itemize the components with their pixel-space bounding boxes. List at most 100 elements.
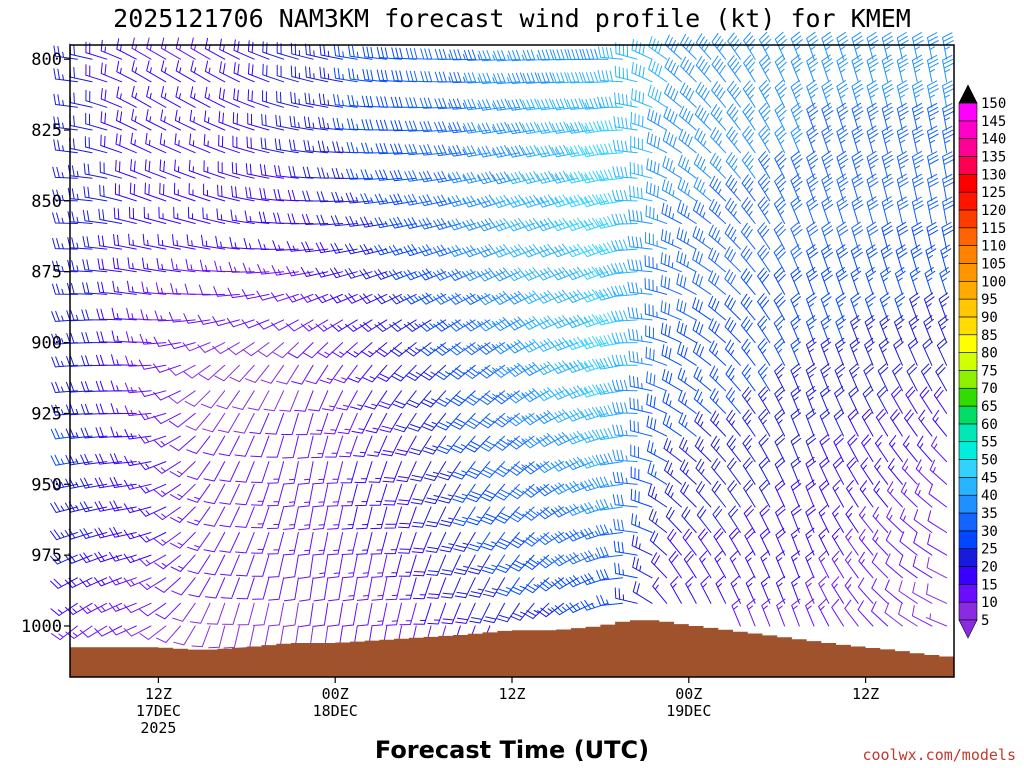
colorbar-swatch (958, 334, 978, 353)
wind-barb (668, 551, 682, 579)
wind-barb (880, 267, 891, 295)
wind-barb (464, 390, 491, 406)
wind-barb (441, 602, 461, 625)
wind-barb (649, 530, 668, 556)
wind-barb (896, 125, 909, 154)
wind-barb (819, 408, 831, 437)
wind-barb (175, 60, 196, 83)
wind-barb (340, 461, 358, 484)
wind-barb (174, 159, 196, 179)
wind-barb (141, 281, 167, 295)
wind-barb (595, 312, 623, 326)
wind-barb (742, 80, 756, 108)
wind-barb (69, 114, 93, 131)
wind-barb (790, 125, 803, 154)
wind-barb (206, 602, 226, 625)
wind-barb (536, 361, 565, 375)
wind-barb (857, 600, 874, 627)
wind-barb (761, 598, 771, 627)
wind-barb (144, 182, 167, 202)
wind-barb (81, 309, 108, 321)
wind-barb (482, 577, 506, 598)
wind-barb (175, 37, 196, 60)
wind-barb (109, 500, 137, 512)
wind-barb (251, 483, 270, 506)
wind-barb (509, 554, 535, 572)
wind-barb (679, 459, 697, 485)
wind-barb (348, 68, 373, 83)
wind-barb (478, 364, 506, 379)
wind-barb (645, 371, 668, 392)
wind-barb (305, 364, 329, 385)
wind-barb (464, 412, 491, 430)
wind-barb (98, 208, 123, 224)
wind-barb (130, 132, 152, 154)
colorbar-swatch (958, 174, 978, 193)
wind-barb (521, 217, 550, 232)
wind-barb (507, 121, 535, 135)
wind-barb (154, 554, 181, 570)
wind-barb (286, 319, 314, 332)
wind-barb (410, 483, 432, 505)
wind-barb (139, 602, 167, 617)
wind-barb (342, 577, 358, 602)
y-tick-label: 925 (31, 404, 62, 424)
wind-barb (942, 80, 954, 108)
wind-barb (362, 46, 388, 60)
wind-barb (710, 104, 727, 131)
wind-barb (790, 79, 803, 108)
wind-barb (692, 249, 712, 273)
y-tick-label: 975 (31, 546, 62, 566)
wind-barb (942, 103, 954, 131)
wind-barb (506, 171, 535, 185)
wind-barb (391, 364, 417, 382)
wind-barb (806, 150, 819, 179)
wind-barb (477, 145, 506, 158)
wind-barb (283, 577, 299, 602)
wind-barb (774, 102, 787, 131)
wind-barb (536, 217, 565, 232)
wind-barb (169, 461, 196, 478)
wind-barb (94, 500, 123, 512)
wind-barb (261, 113, 285, 131)
wind-barb (331, 191, 358, 203)
wind-barb (790, 244, 803, 273)
wind-barb (110, 426, 137, 438)
wind-barb (664, 482, 682, 508)
wind-barb (724, 294, 741, 321)
wind-barb (94, 625, 123, 637)
colorbar-swatch (958, 423, 978, 443)
wind-barb (891, 386, 903, 414)
wind-barb (411, 506, 432, 528)
wind-barb (319, 364, 344, 384)
wind-barb (186, 461, 211, 480)
wind-barb (680, 56, 697, 83)
wind-barb (871, 601, 889, 627)
wind-barb (403, 319, 432, 332)
wind-barb (336, 390, 358, 411)
wind-barb (449, 49, 476, 61)
wind-barb (468, 577, 491, 598)
wind-barb (52, 238, 78, 250)
wind-barb (390, 96, 417, 108)
wind-barb (160, 109, 181, 131)
wind-barb (664, 57, 682, 83)
wind-barb (188, 183, 211, 202)
wind-barb (407, 412, 432, 432)
colorbar-label: 105 (981, 256, 1006, 272)
wind-barb (233, 62, 255, 83)
wind-barb (834, 363, 846, 392)
wind-barb (612, 494, 638, 508)
wind-barb (303, 116, 329, 131)
wind-barb (204, 60, 226, 83)
wind-barb (775, 575, 786, 604)
wind-barb (775, 550, 786, 579)
wind-barb (448, 121, 476, 134)
wind-barb (898, 554, 918, 579)
wind-barb (419, 144, 447, 156)
wind-barb (661, 179, 682, 202)
wind-barb (267, 506, 285, 529)
wind-barb (729, 550, 741, 579)
wind-barb (138, 434, 167, 444)
